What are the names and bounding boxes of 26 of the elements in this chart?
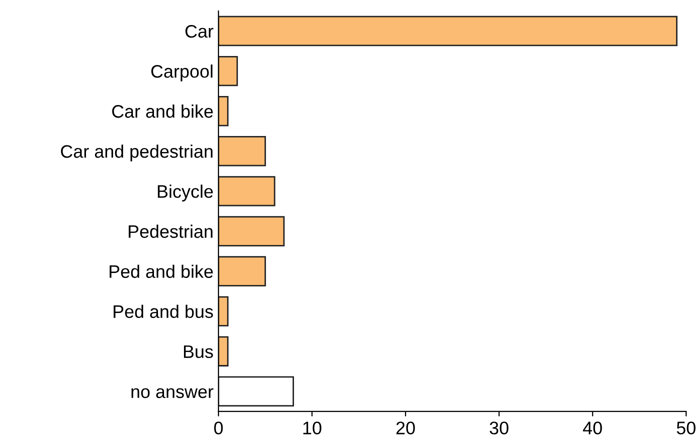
- x-tick-label: 10: [303, 422, 322, 434]
- y-tick-label: no answer: [132, 388, 214, 398]
- y-tick-label: Pedestrian: [128, 224, 212, 238]
- y-tick-label: Carpool: [151, 64, 212, 82]
- bar: [218, 16, 678, 46]
- x-tick-label: 0: [214, 422, 223, 434]
- bar: [218, 256, 266, 286]
- x-tick-label: 30: [490, 422, 508, 434]
- bar: [218, 96, 229, 126]
- y-tick-label: Ped and bike: [110, 264, 213, 278]
- x-tick-label: 40: [582, 422, 602, 434]
- y-tick-label: Bus: [184, 345, 213, 358]
- y-tick-label: Car: [185, 24, 214, 38]
- bar: [218, 216, 285, 246]
- bar: [218, 296, 229, 326]
- y-tick-label: Car and pedestrian: [60, 144, 212, 162]
- y-tick-label: Bicycle: [158, 184, 213, 202]
- y-tick-label: Ped and bus: [114, 304, 213, 318]
- bar: [218, 136, 266, 166]
- bar: [218, 56, 238, 86]
- bar: [218, 376, 294, 406]
- bar: [218, 336, 229, 366]
- y-tick-label: Car and bike: [112, 104, 213, 118]
- x-tick-label: 50: [676, 422, 696, 434]
- bar: [218, 176, 276, 206]
- x-tick-label: 20: [396, 422, 415, 434]
